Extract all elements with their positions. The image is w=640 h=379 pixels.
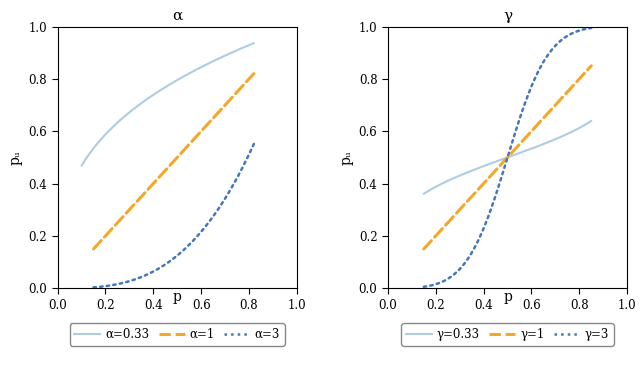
- Text: p: p: [503, 290, 512, 304]
- Legend: γ=0.33, γ=1, γ=3: γ=0.33, γ=1, γ=3: [401, 323, 614, 346]
- Y-axis label: pᵤ: pᵤ: [339, 150, 353, 164]
- Title: γ: γ: [503, 9, 512, 23]
- Text: p: p: [173, 290, 182, 304]
- Y-axis label: pᵤ: pᵤ: [9, 150, 23, 164]
- Legend: α=0.33, α=1, α=3: α=0.33, α=1, α=3: [70, 323, 285, 346]
- Title: α: α: [172, 9, 182, 23]
